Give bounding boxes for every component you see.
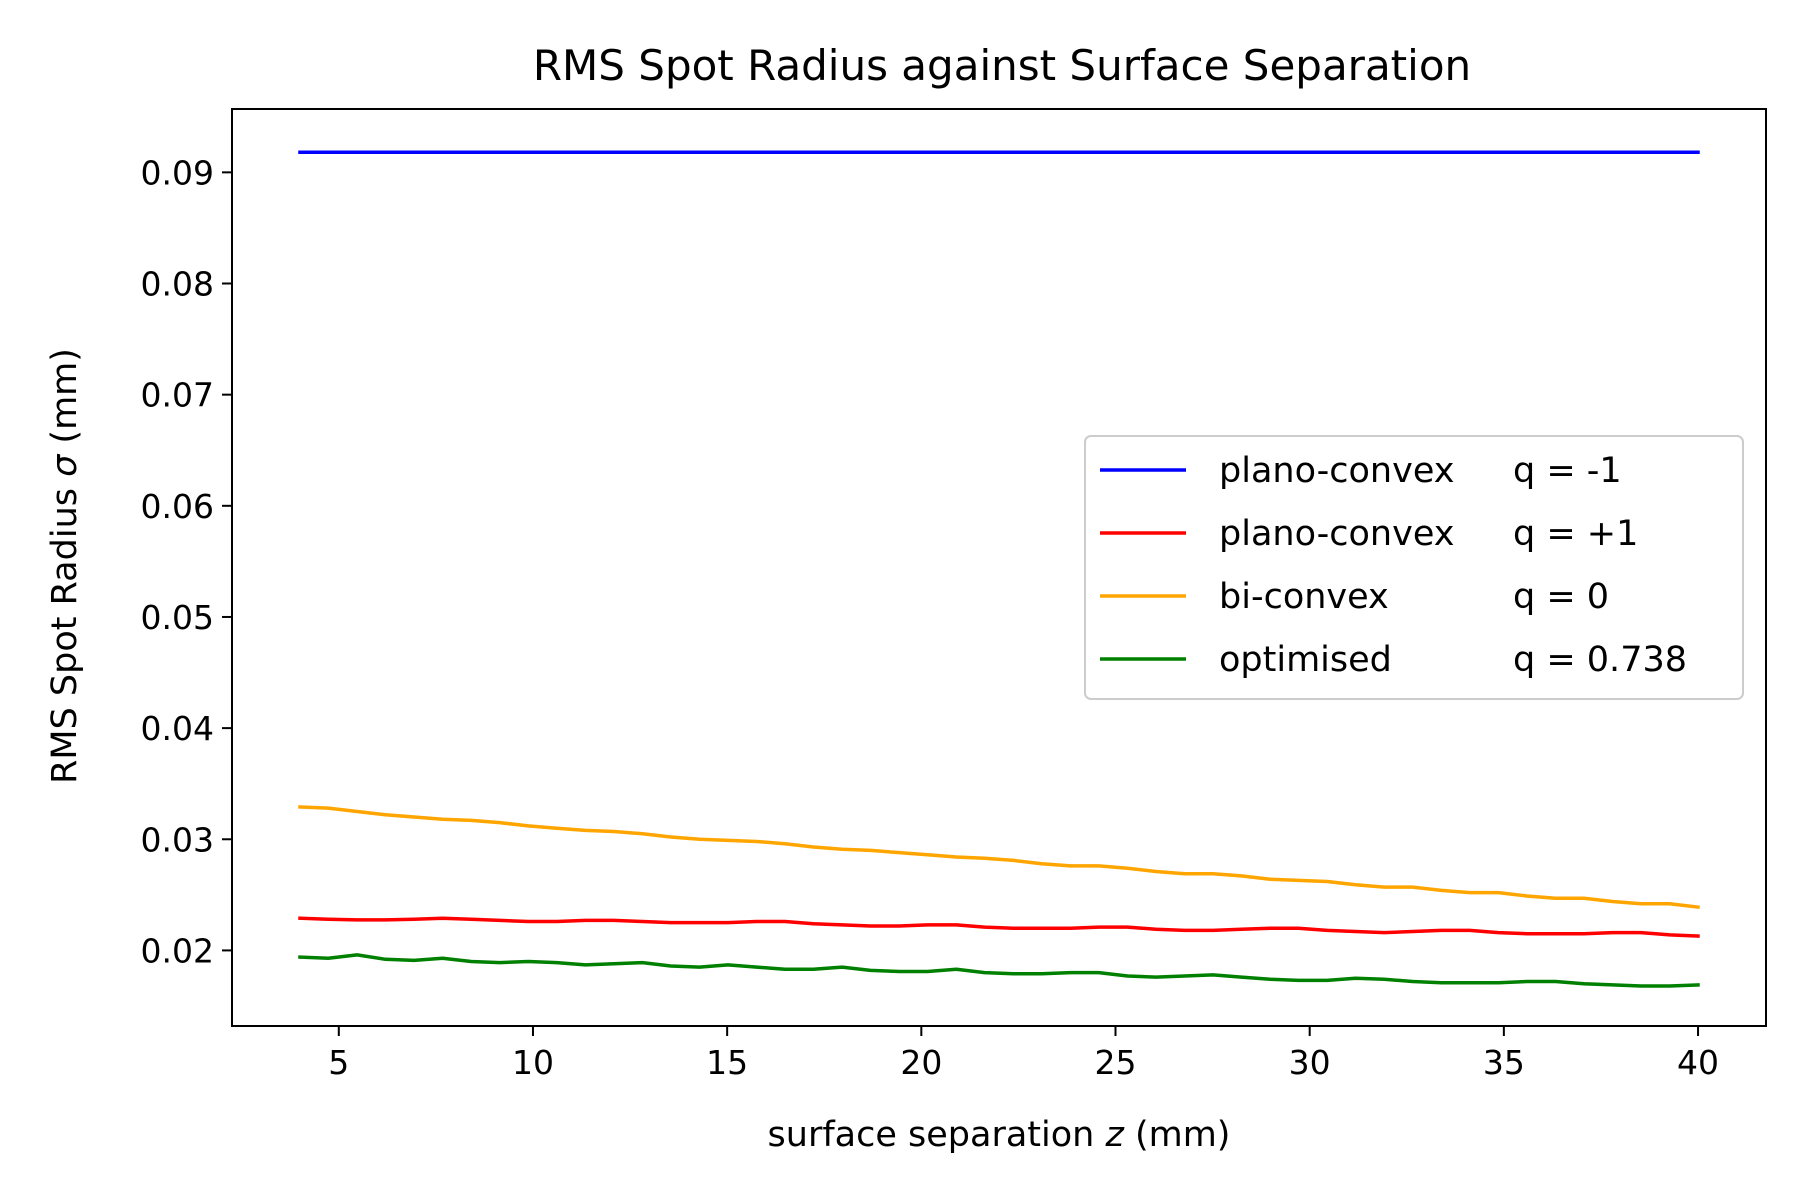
plot-lines [298,150,1700,988]
x-tick-label: 15 [706,1043,748,1082]
legend-q-value: q = 0.738 [1513,640,1687,680]
x-tick-label: 10 [512,1043,554,1082]
x-axis-label-suffix: (mm) [1124,1115,1231,1155]
plot-frame [231,108,1767,1027]
legend-box [1084,435,1744,700]
legend: plano-convex q = -1 plano-convex q = +1 bi-c… [1084,435,1744,700]
x-axis: 5 10 15 20 25 30 35 40 [328,1026,1719,1082]
chart-title: RMS Spot Radius against Surface Separati… [533,41,1471,90]
legend-label: bi-convex [1219,577,1389,617]
legend-q-value: q = 0 [1513,577,1609,617]
y-tick-label: 0.02 [141,931,214,970]
y-axis: 0.02 0.03 0.04 0.05 0.06 0.07 0.08 0.09 [141,153,232,970]
legend-label: plano-convex [1219,514,1454,554]
legend-q-value: q = +1 [1513,514,1638,554]
y-axis-label: RMS Spot Radius σ (mm) [45,348,85,784]
y-tick-label: 0.09 [141,153,214,192]
y-tick-label: 0.07 [141,376,214,415]
legend-label: optimised [1219,640,1392,680]
y-tick-label: 0.08 [141,265,214,304]
y-tick-label: 0.06 [141,487,214,526]
x-tick-label: 35 [1483,1043,1525,1082]
series-line-3 [298,953,1700,988]
y-axis-label-suffix: (mm) [45,348,85,455]
x-tick-label: 40 [1677,1043,1719,1082]
y-axis-label-prefix: RMS Spot Radius [45,477,85,784]
legend-label: plano-convex [1219,451,1454,491]
y-tick-label: 0.03 [141,820,214,859]
series-line-2 [298,805,1700,910]
series-line-1 [298,916,1700,938]
legend-q-value: q = -1 [1513,451,1622,491]
x-tick-label: 25 [1095,1043,1137,1082]
y-tick-label: 0.05 [141,598,214,637]
x-tick-label: 5 [328,1043,349,1082]
x-axis-label: surface separation z (mm) [768,1115,1231,1155]
x-axis-label-variable: z [1104,1115,1124,1155]
x-axis-label-prefix: surface separation [768,1115,1106,1155]
y-tick-label: 0.04 [141,709,214,748]
x-tick-label: 20 [900,1043,942,1082]
x-tick-label: 30 [1289,1043,1331,1082]
y-axis-label-variable: σ [45,453,85,477]
